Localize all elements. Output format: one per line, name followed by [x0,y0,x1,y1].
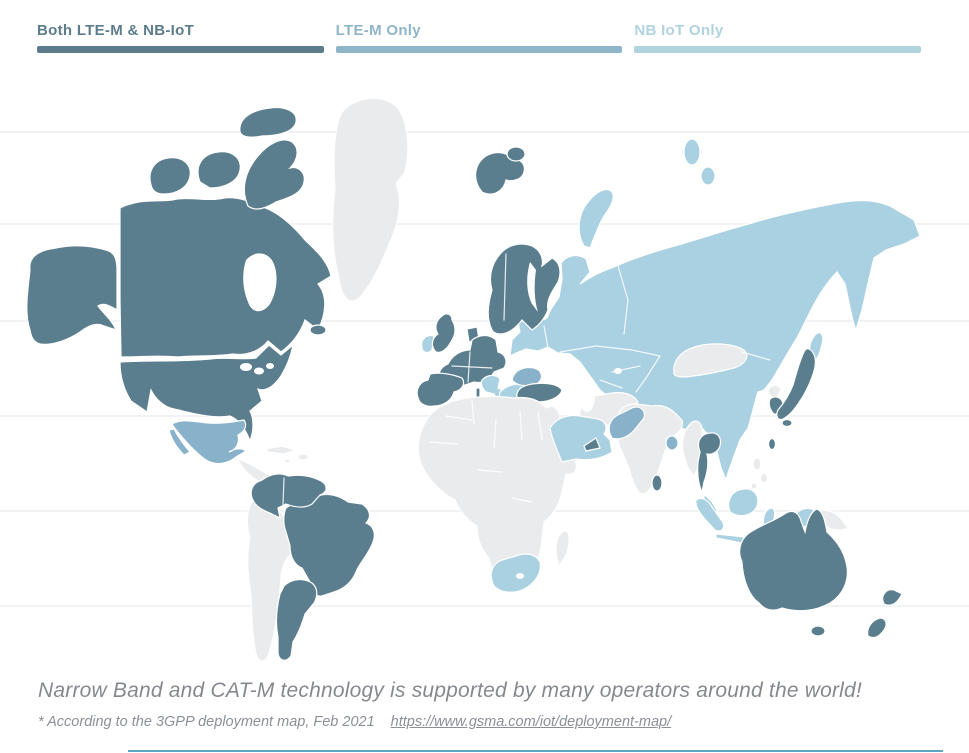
legend-item-nbiot: NB IoT Only [634,22,922,53]
footnote-text: * According to the 3GPP deployment map, … [38,714,375,730]
us-canada-border [119,345,269,360]
region-philippines [750,482,758,490]
great-lakes [254,367,264,375]
region-north-korea [767,384,782,398]
region-south-africa [490,553,541,593]
caspian-sea [579,380,595,412]
legend-label-nbiot: NB IoT Only [634,22,724,39]
legend-label-ltem: LTE-M Only [335,22,421,39]
region-new-zealand-north [882,589,903,606]
region-borneo [728,488,759,517]
footnote: * According to the 3GPP deployment map, … [38,714,958,730]
headline: Narrow Band and CAT-M technology is supp… [38,679,862,702]
region-arctic-islands-russia [700,166,716,186]
europe-inner-border [451,365,493,369]
gulf-of-bothnia [527,262,538,312]
colombia-venezuela-border [282,477,285,506]
region-alaska [26,245,118,345]
region-uk [431,313,456,353]
region-saudi-arabia [549,414,613,463]
legend: Both LTE-M & NB-IoT LTE-M Only NB IoT On… [0,0,969,53]
map-gridline [0,320,969,322]
region-brazil [283,493,375,597]
region-iberia [416,372,465,407]
region-uae [583,437,601,452]
caption-block: Narrow Band and CAT-M technology is supp… [38,679,958,730]
region-taiwan [767,437,777,451]
region-canadian-arctic [149,157,191,195]
region-arctic-islands-russia [683,138,701,166]
legend-item-both: Both LTE-M & NB-IoT [37,22,324,53]
region-greenland [332,97,409,302]
kazakhstan-china-border [635,355,661,393]
region-canadian-arctic [239,107,297,138]
map-gridline [0,131,969,133]
world-map-svg [0,97,969,662]
region-canadian-arctic [243,139,305,210]
africa-borders [429,399,543,503]
region-mexico-baja [168,428,191,456]
central-asia-border [599,365,641,389]
region-cuba [264,445,299,455]
region-jamaica [283,458,291,464]
region-hispaniola [297,453,309,461]
hudson-bay [243,253,277,312]
norway-sweden-border [503,253,507,321]
region-argentina [275,579,318,661]
ukraine-russia-border [543,325,549,349]
region-philippines [759,472,769,484]
region-iceland [475,151,525,195]
legend-color-bar-both [37,46,324,53]
region-philippines [752,457,762,471]
legend-color-bar-nbiot [634,46,922,53]
ural-border [617,265,629,335]
region-new-zealand-south [867,617,887,639]
region-thailand [697,432,722,494]
region-bangladesh [665,435,679,451]
russia-kazakhstan-border [559,345,661,357]
lesotho [516,573,524,579]
region-sumatra [695,497,725,532]
great-lakes [266,363,274,369]
deployment-map-link[interactable]: https://www.gsma.com/iot/deployment-map/ [390,714,672,730]
region-africa [417,395,578,592]
region-iceland-isle [506,146,526,162]
map-gridline [0,223,969,225]
region-mongolia [673,343,748,378]
region-mexico [171,419,248,465]
legend-label-both: Both LTE-M & NB-IoT [37,22,195,39]
world-map [0,85,969,675]
region-canada [119,197,332,358]
region-newfoundland [309,324,327,336]
region-japan [776,348,816,421]
russia-china-border [741,351,771,361]
region-novaya-zemlya [578,189,614,249]
region-madagascar [555,530,570,568]
bottom-edge-line [128,750,943,752]
region-kyushu [781,418,793,428]
map-gridline [0,605,969,607]
region-eurasia [509,199,921,482]
region-sri-lanka [651,474,663,492]
region-colombia-venezuela [250,473,327,520]
region-australia [739,508,848,612]
region-canadian-arctic [197,151,241,189]
region-pakistan [608,406,645,440]
legend-item-ltem: LTE-M Only [335,22,623,53]
region-western-europe [438,334,507,388]
great-lakes [240,363,252,371]
region-tasmania [810,625,826,637]
legend-color-bar-ltem [335,46,623,53]
